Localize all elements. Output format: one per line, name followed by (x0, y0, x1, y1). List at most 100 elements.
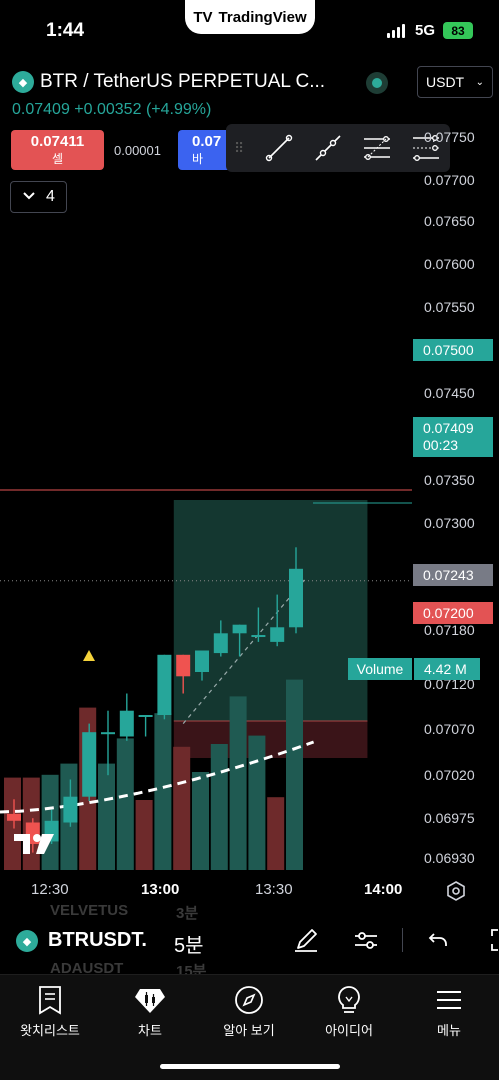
volume-bar (248, 735, 266, 870)
interval-button[interactable]: 5분 (174, 935, 204, 957)
battery-level: 83 (451, 23, 465, 38)
tradingview-watermark-icon (14, 832, 56, 856)
currency-value: USDT (426, 74, 465, 90)
ghost-symbol: ADAUSDT (50, 960, 124, 977)
candle-body (176, 654, 191, 677)
symbol-logo-icon: ◆ (12, 71, 34, 93)
nav-ideas[interactable]: 아이디어 (299, 983, 399, 1039)
volume-bar (286, 679, 303, 870)
currency-select[interactable]: USDT ⌄ (417, 66, 493, 98)
undo-icon[interactable] (422, 924, 454, 956)
nav-watchlist[interactable]: 왓치리스트 (0, 983, 100, 1039)
bar-countdown: 00:23 (423, 437, 459, 453)
candle-body (119, 710, 134, 737)
indicators-count: 4 (46, 188, 55, 205)
candle-body (63, 796, 78, 823)
volume-legend[interactable]: Volume (348, 658, 412, 680)
price-tick: 0.07700 (424, 172, 475, 188)
nav-label: 메뉴 (437, 1023, 461, 1038)
price-summary: 0.07409 +0.00352 (+4.99%) (12, 101, 211, 119)
fullscreen-icon[interactable] (478, 924, 499, 956)
price-tick: 0.07350 (424, 472, 475, 488)
ray-icon[interactable] (312, 132, 344, 164)
battery-icon: 83 (443, 22, 473, 39)
bottom-navigation: 왓치리스트 차트 알아 보기 아이디어 메뉴 (0, 974, 499, 1080)
drag-handle-icon[interactable]: ⠿ (234, 139, 245, 156)
price-change-pct: (+4.99%) (145, 101, 212, 118)
chart-icon (100, 983, 200, 1017)
parallel-channel-icon[interactable] (410, 132, 442, 164)
nav-label: 차트 (138, 1023, 162, 1038)
ideas-icon (299, 983, 399, 1017)
volume-bar (192, 772, 209, 870)
volume-bar (210, 744, 228, 870)
chart-settings-icon[interactable] (445, 880, 467, 902)
volume-ma-line (0, 740, 315, 814)
price-tick: 0.07070 (424, 721, 475, 737)
position-loss-zone (173, 721, 368, 758)
entry-price-badge: 0.07243 (413, 564, 493, 586)
candle-body (101, 732, 115, 735)
price-tick: 0.07300 (424, 515, 475, 531)
home-indicator (160, 1064, 340, 1069)
volume-bar (267, 797, 285, 870)
price-tick: 0.07600 (424, 256, 475, 272)
buy-price: 0.07 (192, 133, 222, 150)
volume-bar (135, 800, 153, 870)
nav-label: 아이디어 (325, 1023, 373, 1038)
price-tick: 0.07020 (424, 767, 475, 783)
time-tick: 12:30 (31, 881, 69, 898)
drawing-toolbar: ⠿ (226, 124, 450, 172)
nav-chart[interactable]: 차트 (100, 983, 200, 1039)
nav-label: 왓치리스트 (20, 1023, 80, 1038)
watchlist-icon (0, 983, 100, 1017)
price-chart[interactable] (0, 0, 499, 980)
symbol-search-button[interactable]: BTRUSDT. (48, 929, 147, 951)
symbol-title[interactable]: BTR / TetherUS PERPETUAL C... (40, 71, 326, 92)
trend-line-icon[interactable] (263, 132, 295, 164)
price-tick: 0.07180 (424, 622, 475, 638)
candle-body (251, 635, 266, 638)
volume-bar (173, 746, 191, 870)
signal-icon (387, 24, 405, 38)
price-tick: 0.07550 (424, 299, 475, 315)
spread-value: 0.00001 (114, 143, 161, 158)
candle-body (232, 624, 247, 634)
sell-button[interactable]: 0.07411 셀 (11, 130, 104, 170)
fib-retracement-icon[interactable] (361, 132, 393, 164)
volume-bar (229, 696, 247, 870)
price-tick: 0.06975 (424, 810, 475, 826)
volume-bar (4, 777, 21, 870)
tradingview-brand: TV TradingView (185, 0, 315, 34)
volume-value: 4.42 M (414, 658, 480, 680)
explore-icon (199, 983, 299, 1017)
volume-bar (154, 713, 172, 870)
candle-body (157, 654, 172, 715)
candle-body (270, 627, 285, 642)
candle-body (82, 732, 97, 797)
menu-icon (399, 983, 499, 1017)
drawing-pen-icon[interactable] (290, 924, 322, 956)
price-tick: 0.07750 (424, 129, 475, 145)
market-status-icon[interactable] (366, 72, 388, 94)
indicators-toggle-button[interactable]: 4 (10, 181, 67, 213)
ghost-interval: 3분 (176, 905, 199, 922)
chevron-down-icon (22, 188, 36, 206)
tradingview-logo: TV (193, 8, 213, 26)
price-tick: 0.07650 (424, 213, 475, 229)
divider (402, 928, 403, 952)
nav-menu[interactable]: 메뉴 (399, 983, 499, 1039)
indicators-settings-icon[interactable] (350, 924, 382, 956)
candle-body (213, 633, 228, 654)
buy-label: 바 (192, 152, 204, 166)
price-tick: 0.06930 (424, 850, 475, 866)
price-tick: 0.07450 (424, 385, 475, 401)
stop-price-badge: 0.07200 (413, 602, 493, 624)
status-time: 1:44 (46, 20, 85, 41)
sell-label: 셀 (51, 152, 64, 166)
buy-button[interactable]: 0.07 바 (178, 130, 230, 170)
time-tick: 14:00 (364, 881, 403, 898)
nav-explore[interactable]: 알아 보기 (199, 983, 299, 1039)
volume-bar (116, 738, 134, 870)
brand-name: TradingView (218, 8, 307, 26)
